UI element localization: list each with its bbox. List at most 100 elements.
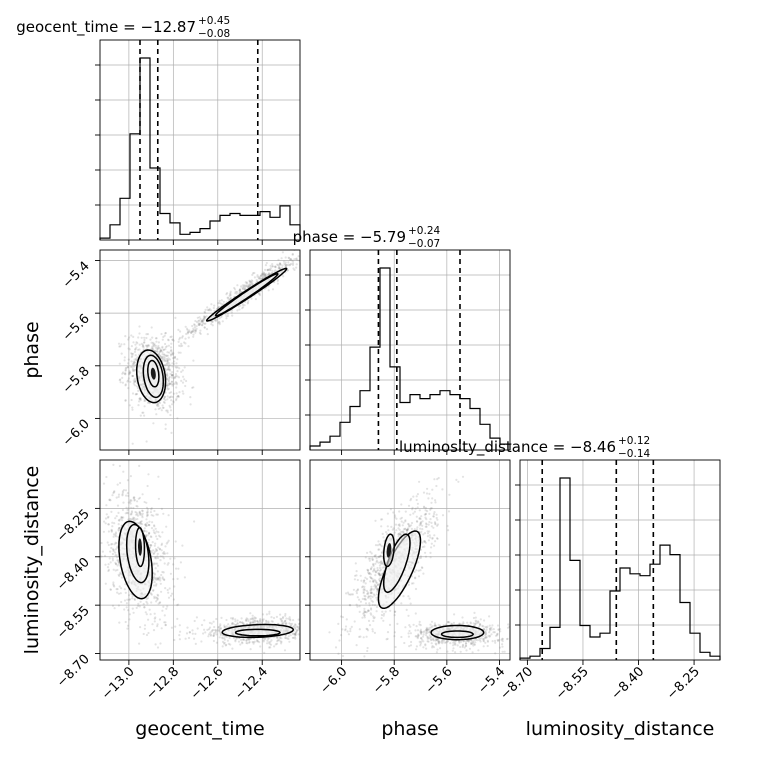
sample-point (341, 628, 344, 631)
sample-point (148, 523, 151, 527)
sample-point (378, 566, 382, 570)
sample-point (135, 359, 138, 362)
sample-point (416, 635, 419, 639)
sample-point (420, 530, 423, 533)
sample-point (397, 523, 400, 527)
sample-point (394, 645, 397, 649)
sample-point (422, 640, 425, 643)
sample-point (241, 621, 244, 624)
sample-point (141, 411, 144, 414)
sample-point (131, 363, 134, 366)
sample-point (479, 618, 482, 621)
sample-point (377, 540, 380, 543)
sample-point (208, 626, 212, 629)
sample-point (426, 535, 429, 538)
sample-point (372, 579, 375, 583)
sample-point (164, 346, 167, 349)
sample-point (167, 368, 171, 371)
sample-point (137, 389, 140, 392)
sample-point (373, 631, 376, 635)
sample-point (137, 497, 140, 500)
sample-point (143, 627, 146, 630)
sample-point (501, 640, 504, 643)
sample-point (281, 617, 284, 620)
sample-point (279, 267, 282, 270)
sample-point (259, 619, 262, 622)
sample-point (259, 277, 262, 280)
sample-point (197, 319, 200, 322)
sample-point (378, 574, 381, 577)
sample-point (358, 635, 361, 639)
sample-point (494, 641, 497, 644)
sample-point (166, 395, 169, 398)
sample-point (424, 541, 427, 544)
sample-point (399, 517, 402, 520)
sample-point (469, 621, 472, 624)
sample-point (285, 264, 289, 267)
sample-point (174, 373, 178, 376)
sample-point (253, 616, 256, 619)
sample-point (139, 520, 142, 523)
sample-point (500, 638, 503, 642)
sample-point (177, 567, 180, 570)
sample-point (218, 299, 221, 302)
sample-point (250, 617, 253, 620)
sample-point (409, 602, 412, 605)
sample-point (482, 640, 485, 643)
sample-point (107, 530, 110, 533)
sample-point (164, 427, 167, 430)
sample-point (87, 507, 89, 509)
sample-point (171, 338, 174, 341)
sample-point (488, 634, 492, 637)
sample-point (173, 362, 176, 366)
sample-point (151, 348, 154, 351)
sample-point (112, 463, 115, 466)
sample-point (366, 649, 369, 653)
sample-point (261, 273, 264, 276)
sample-point (198, 316, 201, 319)
sample-point (158, 401, 162, 405)
sample-point (249, 622, 252, 625)
sample-point (302, 631, 304, 633)
sample-point (156, 564, 160, 567)
sample-point (284, 612, 287, 616)
sample-point (231, 647, 234, 650)
sample-point (121, 519, 124, 522)
sample-point (486, 640, 490, 643)
sample-point (145, 506, 149, 509)
sample-point (154, 616, 157, 619)
sample-point (121, 491, 124, 494)
sample-point (236, 622, 239, 625)
sample-point (101, 550, 104, 553)
sample-point (435, 638, 439, 641)
sample-point (163, 614, 166, 617)
sample-point (200, 319, 203, 322)
sample-point (284, 265, 287, 268)
sample-point (170, 380, 174, 383)
sample-point (238, 289, 241, 292)
sample-point (279, 640, 282, 643)
sample-point (116, 546, 119, 549)
sample-point (169, 572, 172, 575)
sample-point (392, 527, 395, 530)
sample-point (126, 511, 129, 514)
sample-point (236, 284, 239, 287)
sample-point (377, 572, 380, 576)
sample-point (156, 350, 159, 353)
sample-point (269, 643, 273, 646)
sample-point (379, 574, 382, 577)
sample-point (245, 617, 248, 620)
sample-point (197, 322, 200, 325)
sample-point (289, 619, 292, 622)
sample-point (432, 646, 435, 649)
sample-point (365, 577, 369, 581)
x-axis-label-phase: phase (381, 718, 438, 740)
sample-point (135, 346, 138, 349)
sample-point (287, 637, 290, 641)
sample-point (240, 641, 244, 644)
sample-point (304, 627, 306, 629)
sample-point (121, 376, 124, 379)
sample-point (115, 588, 118, 591)
sample-point (139, 521, 142, 524)
sample-point (256, 275, 259, 278)
